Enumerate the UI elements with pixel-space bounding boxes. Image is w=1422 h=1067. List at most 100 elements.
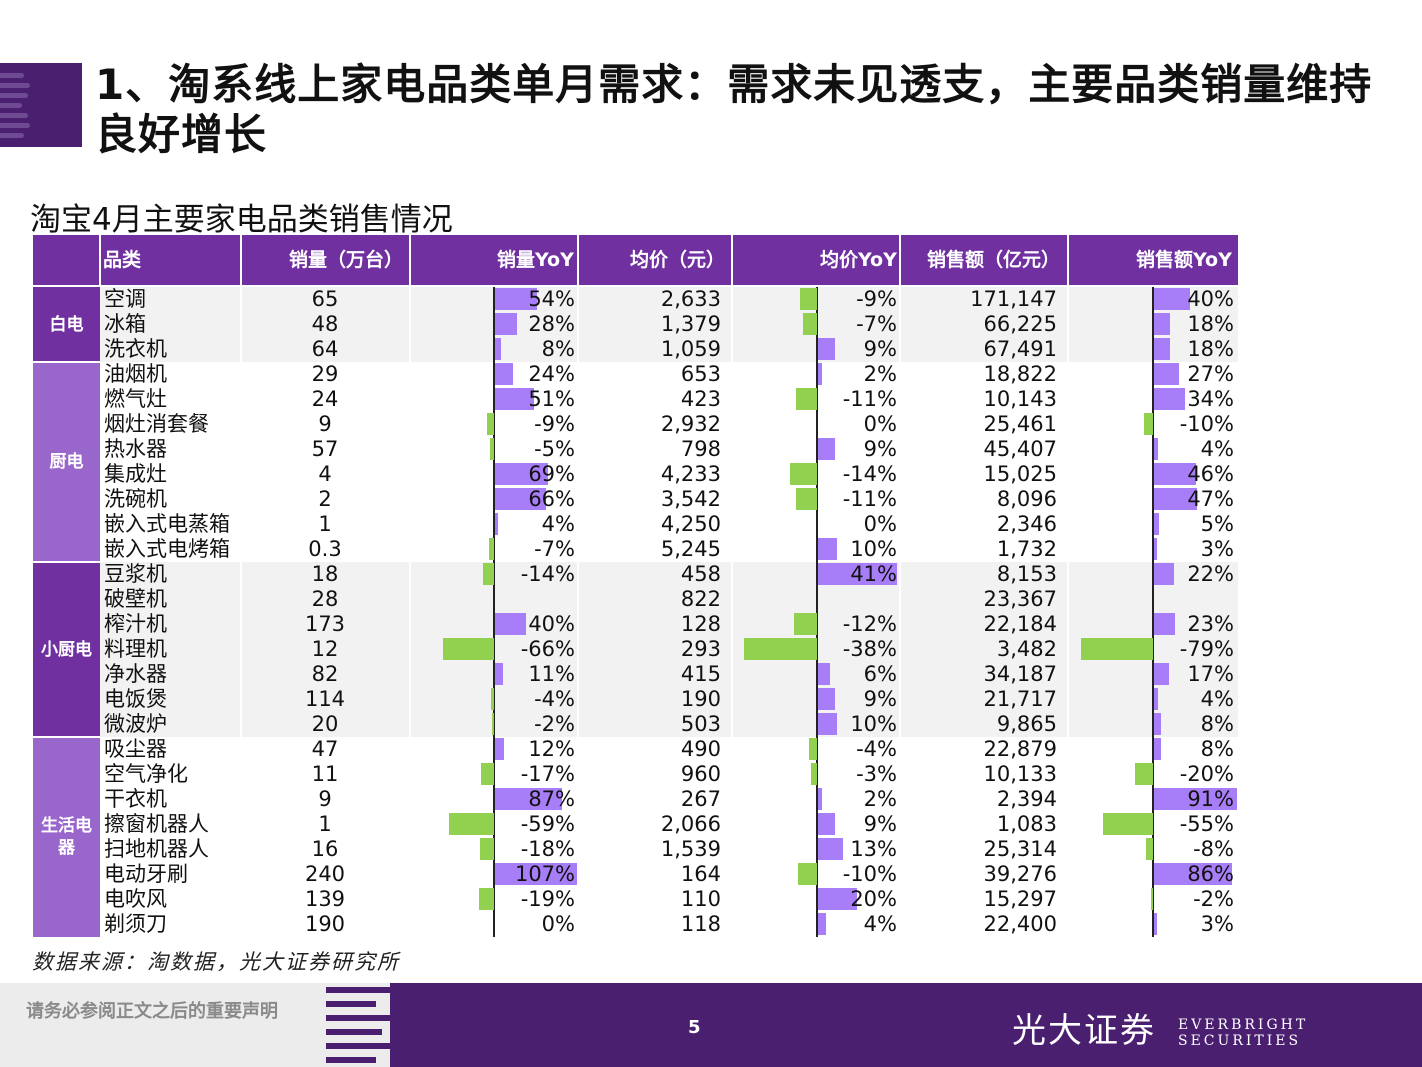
yoy-value: 8% [1200, 712, 1234, 736]
logo-stripe [0, 123, 30, 128]
yoy-value: 9% [863, 337, 897, 361]
price-value: 2,932 [660, 412, 721, 436]
yoy-bar [818, 888, 857, 910]
sales-value: 8,096 [996, 487, 1057, 511]
category-name: 电饭煲 [104, 687, 167, 711]
price-value: 415 [680, 662, 721, 686]
yoy-value: 18% [1187, 312, 1234, 336]
sales-value: 171,147 [970, 287, 1057, 311]
yoy-bar [811, 763, 817, 785]
footer-stripe [326, 1043, 390, 1049]
price-value: 4,233 [660, 462, 721, 486]
column-divider [1067, 287, 1069, 937]
yoy-bar [1154, 613, 1175, 635]
yoy-bar [495, 738, 505, 760]
yoy-value: 86% [1187, 862, 1234, 886]
yoy-bar [495, 463, 549, 485]
volume-value: 240 [304, 862, 346, 886]
sales-value: 2,346 [996, 512, 1057, 536]
yoy-value: -19% [520, 887, 575, 911]
yoy-value: -55% [1179, 812, 1234, 836]
yoy-value: -10% [1179, 412, 1234, 436]
yoy-bar [803, 313, 817, 335]
yoy-value: -2% [1193, 887, 1234, 911]
yoy-value: 54% [528, 287, 575, 311]
header-price-yoy: 均价YoY [820, 249, 897, 271]
header-divider [731, 235, 733, 285]
price-value: 293 [680, 637, 721, 661]
yoy-bar [795, 388, 817, 410]
volume-value: 9 [318, 787, 332, 811]
volume-value: 29 [311, 362, 339, 386]
yoy-value: 0% [863, 512, 897, 536]
yoy-value: 10% [850, 712, 897, 736]
header-divider [577, 235, 579, 285]
yoy-bar [480, 838, 494, 860]
yoy-value: 5% [1200, 512, 1234, 536]
group-divider [33, 736, 100, 738]
yoy-value: 27% [1187, 362, 1234, 386]
yoy-value: 87% [528, 787, 575, 811]
volume-value: 57 [311, 437, 339, 461]
sales-value: 23,367 [983, 587, 1057, 611]
price-value: 190 [680, 687, 721, 711]
category-name: 净水器 [104, 662, 167, 686]
yoy-value: 9% [863, 437, 897, 461]
yoy-bar [818, 363, 822, 385]
yoy-bar [818, 538, 838, 560]
yoy-value: 66% [528, 487, 575, 511]
volume-value: 1 [318, 512, 332, 536]
price-value: 798 [680, 437, 721, 461]
yoy-bar [795, 488, 817, 510]
volume-value: 4 [318, 462, 332, 486]
yoy-value: -4% [856, 737, 897, 761]
column-divider [577, 287, 579, 937]
volume-value: 114 [304, 687, 346, 711]
footer-stripe [326, 1029, 382, 1035]
yoy-bar [495, 863, 578, 885]
group-label: 小厨电 [33, 562, 100, 737]
yoy-value: 69% [528, 462, 575, 486]
yoy-value: 4% [1200, 437, 1234, 461]
yoy-value: 2% [863, 787, 897, 811]
category-name: 洗衣机 [104, 337, 167, 361]
yoy-bar [818, 338, 836, 360]
volume-value: 20 [311, 712, 339, 736]
logo-stripe [0, 113, 28, 118]
yoy-value: 18% [1187, 337, 1234, 361]
category-name: 豆浆机 [104, 562, 167, 586]
yoy-bar [793, 613, 817, 635]
footer-stripe [326, 1015, 390, 1021]
yoy-value: -66% [520, 637, 575, 661]
sales-value: 1,732 [996, 537, 1057, 561]
group-label: 生活电器 [33, 737, 100, 937]
yoy-value: 4% [541, 512, 575, 536]
yoy-value: 51% [528, 387, 575, 411]
price-value: 118 [680, 912, 721, 936]
price-value: 503 [680, 712, 721, 736]
price-value: 1,059 [660, 337, 721, 361]
price-value: 1,539 [660, 837, 721, 861]
volume-value: 1 [318, 812, 332, 836]
sales-value: 10,133 [983, 762, 1057, 786]
sales-value: 25,314 [983, 837, 1057, 861]
sales-value: 34,187 [983, 662, 1057, 686]
volume-value: 190 [304, 912, 346, 936]
brand-logo-cn: 光大证券 [1012, 1011, 1156, 1051]
yoy-bar [818, 838, 844, 860]
yoy-bar [1143, 413, 1153, 435]
yoy-value: 8% [541, 337, 575, 361]
yoy-value: 6% [863, 662, 897, 686]
logo-stripe [0, 133, 24, 138]
category-name: 破壁机 [104, 587, 167, 611]
footer-stripe [326, 1057, 376, 1063]
price-value: 5,245 [660, 537, 721, 561]
price-value: 822 [680, 587, 721, 611]
yoy-bar [1154, 288, 1191, 310]
sales-value: 22,879 [983, 737, 1057, 761]
category-name: 集成灶 [104, 462, 167, 486]
sales-value: 39,276 [983, 862, 1057, 886]
volume-value: 82 [311, 662, 339, 686]
yoy-bar [495, 313, 517, 335]
category-name: 电动牙刷 [104, 862, 188, 886]
